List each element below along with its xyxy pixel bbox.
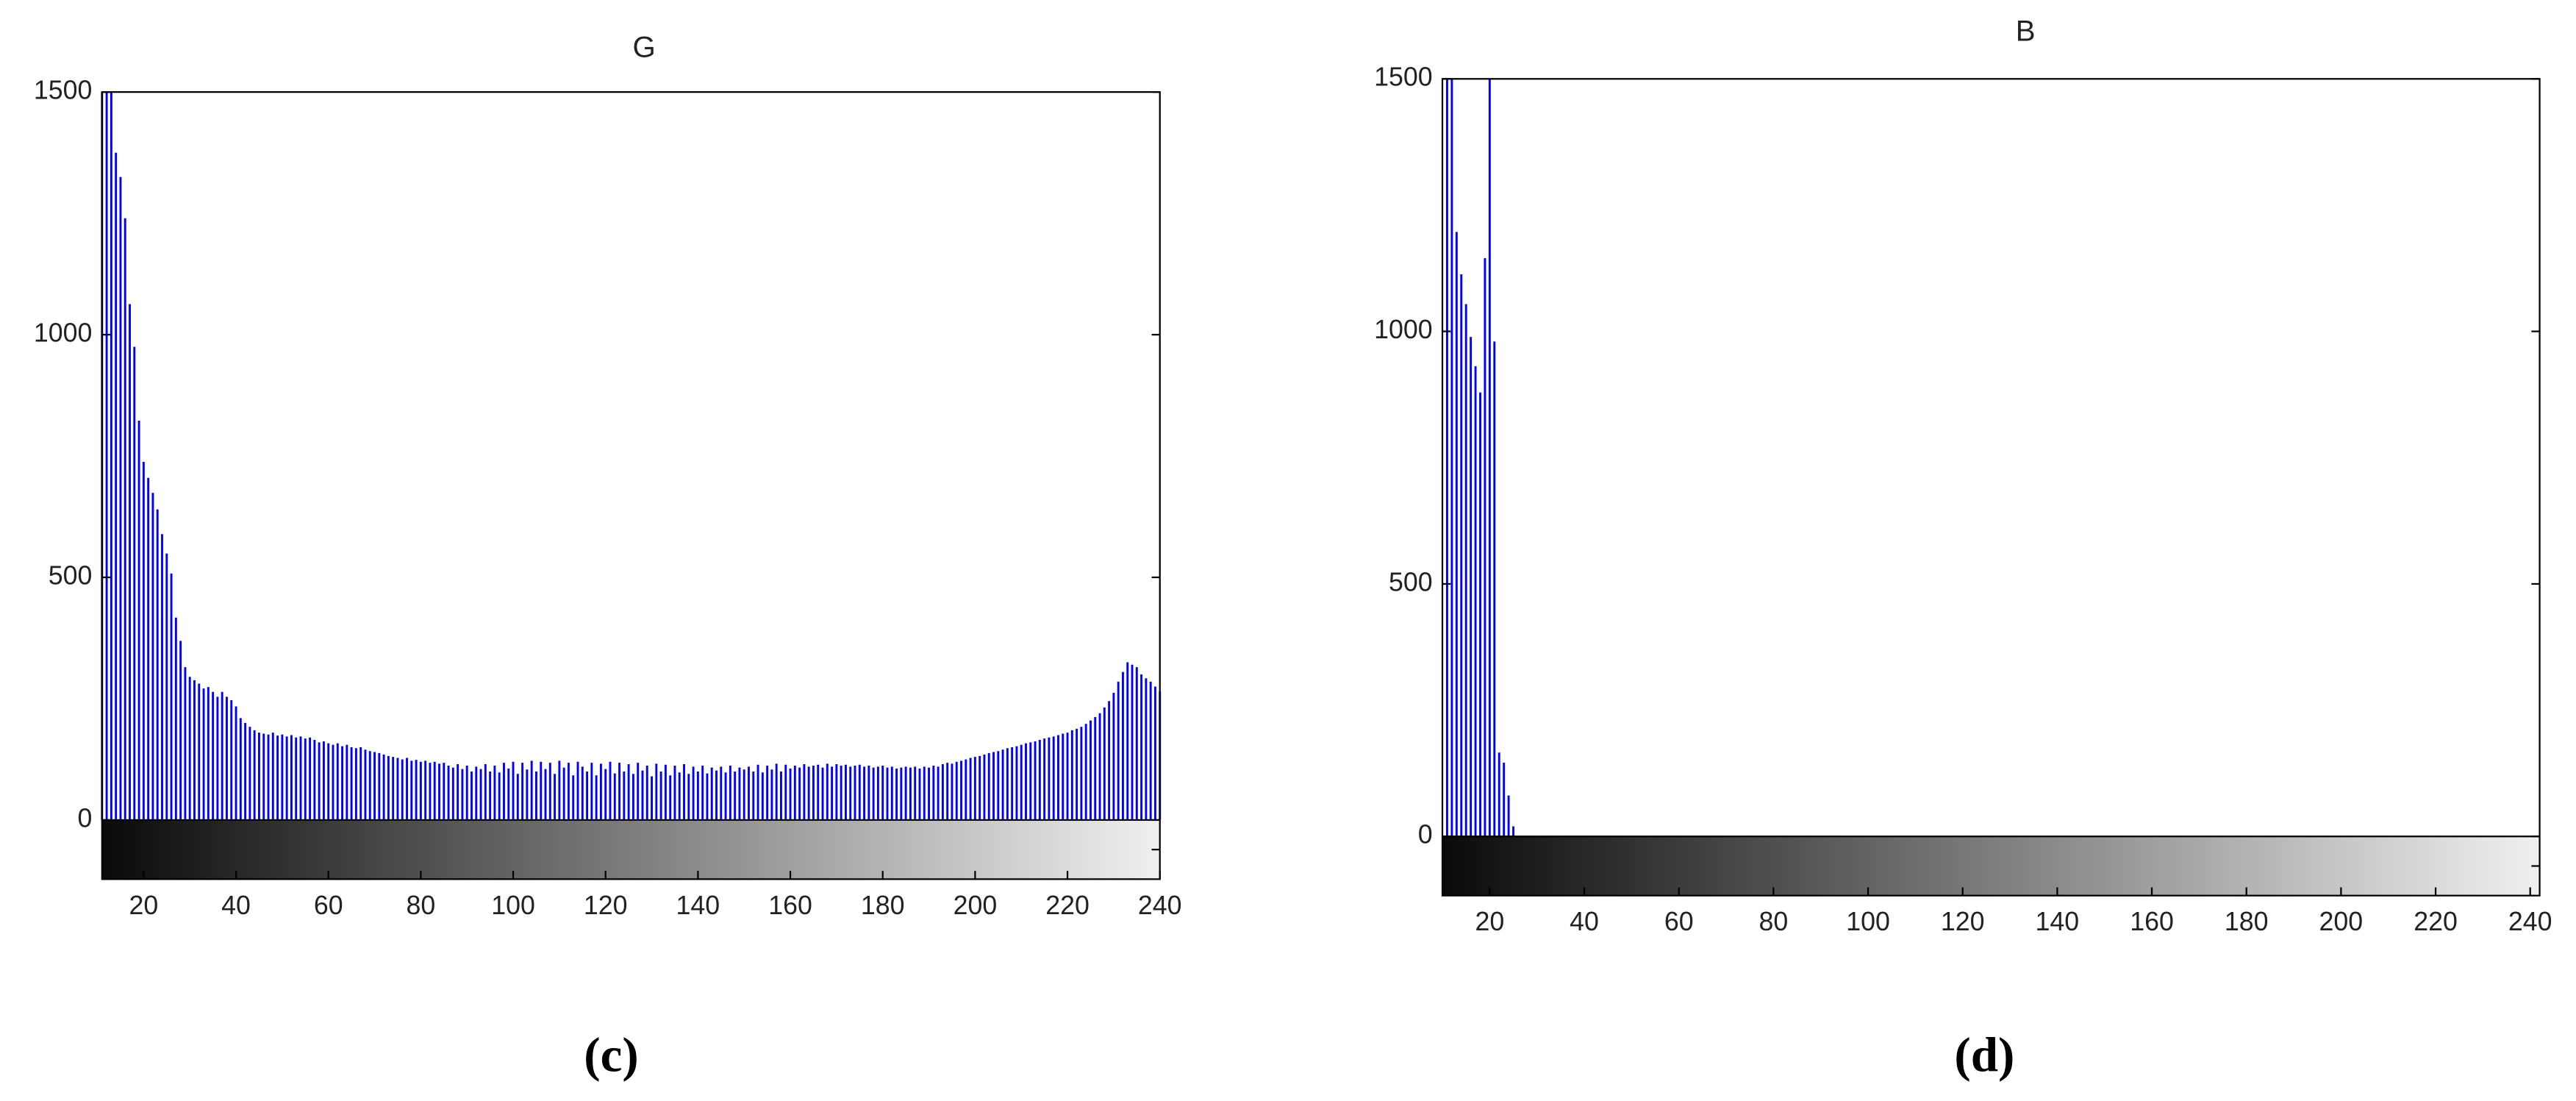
caption: (c) — [584, 1028, 638, 1083]
chart-title: G — [633, 31, 656, 64]
x-tick-label: 140 — [676, 891, 720, 920]
y-tick-label: 1500 — [34, 76, 93, 105]
x-tick-label: 160 — [768, 891, 812, 920]
axes-frame — [101, 91, 1161, 880]
x-tick-label: 200 — [2319, 907, 2364, 936]
y-tick-label: 0 — [1418, 820, 1433, 849]
y-tick-label: 1500 — [1374, 63, 1433, 92]
x-tick-label: 120 — [1941, 907, 1985, 936]
chart-title: B — [2016, 14, 2036, 47]
y-tick-label: 500 — [1389, 567, 1433, 596]
x-tick-label: 180 — [2225, 907, 2269, 936]
x-tick-label: 220 — [2414, 907, 2458, 936]
x-tick-label: 80 — [406, 891, 435, 920]
colorbar — [1442, 836, 2540, 896]
y-tick-label: 1000 — [1374, 315, 1433, 344]
y-tick-label: 500 — [49, 560, 93, 590]
x-tick-label: 240 — [2508, 907, 2552, 936]
x-tick-label: 40 — [221, 891, 251, 920]
x-tick-label: 60 — [1664, 907, 1694, 936]
colorbar — [101, 819, 1160, 880]
plot-area — [1442, 79, 2540, 896]
x-tick-label: 180 — [861, 891, 905, 920]
x-tick-label: 240 — [1138, 891, 1182, 920]
x-tick-label: 20 — [129, 891, 158, 920]
x-tick-label: 20 — [1475, 907, 1504, 936]
x-tick-label: 160 — [2130, 907, 2174, 936]
caption: (d) — [1954, 1028, 2014, 1083]
x-tick-label: 60 — [314, 891, 343, 920]
x-tick-label: 120 — [584, 891, 628, 920]
x-tick-label: 140 — [2036, 907, 2080, 936]
x-tick-label: 220 — [1045, 891, 1090, 920]
y-tick-label: 0 — [78, 803, 93, 833]
y-tick-label: 1000 — [34, 318, 93, 347]
x-tick-label: 100 — [1846, 907, 1890, 936]
x-tick-label: 200 — [954, 891, 998, 920]
x-tick-label: 40 — [1570, 907, 1599, 936]
x-tick-label: 80 — [1759, 907, 1788, 936]
plot-area — [101, 92, 1160, 880]
axes-frame — [1441, 78, 2541, 897]
x-tick-label: 100 — [491, 891, 535, 920]
